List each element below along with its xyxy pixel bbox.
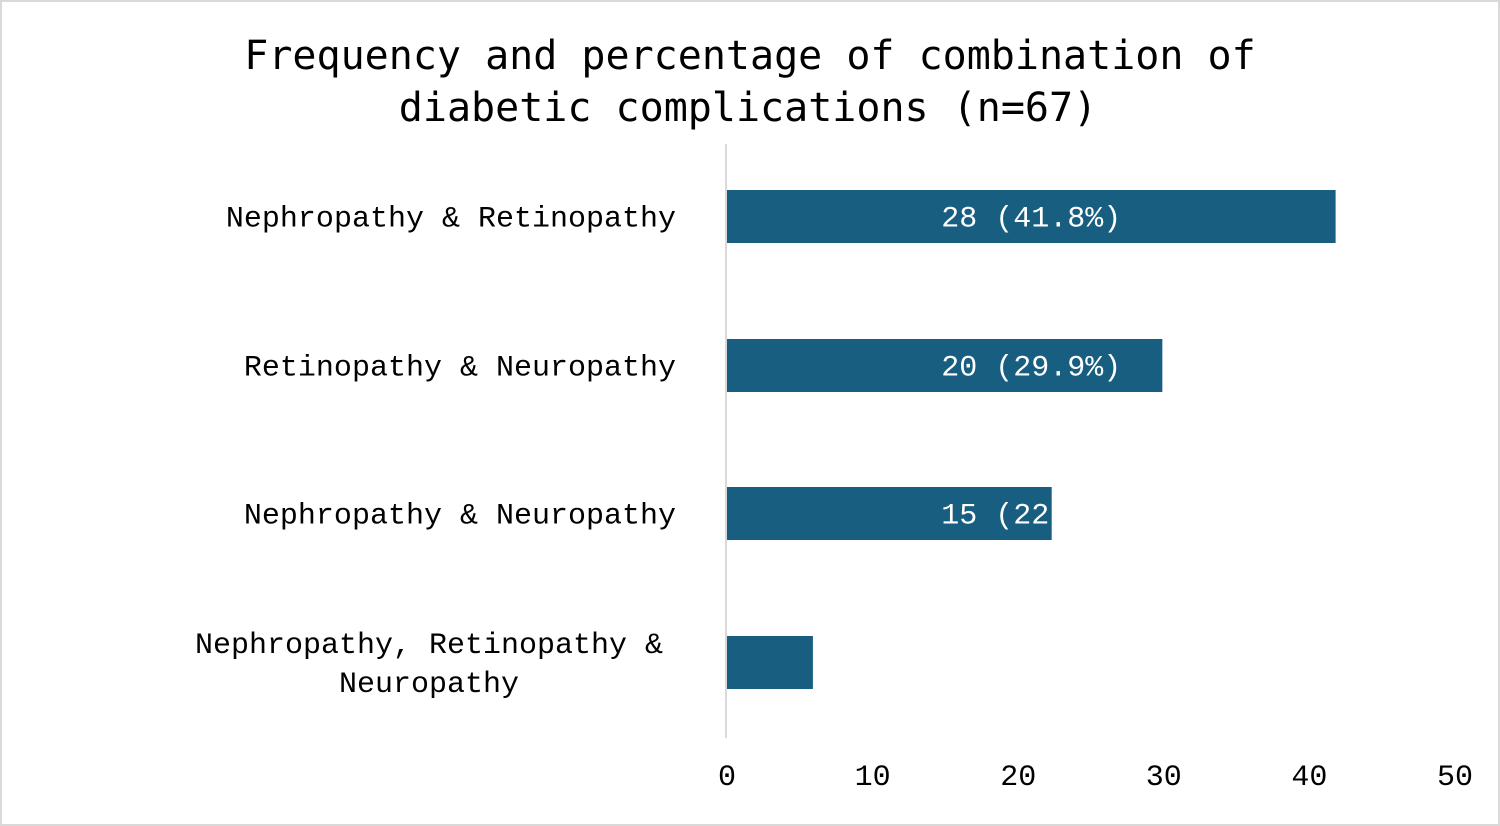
- category-label-2-line-0: Nephropathy & Neuropathy: [244, 500, 676, 534]
- bar-1: [727, 339, 1163, 392]
- bars-group: 28 (41.8%) 20 (29.9%) 15 (22.3%) 4(5.9%): [727, 190, 1336, 689]
- bar-2: [727, 487, 1052, 540]
- x-tick-label-2: 20: [1000, 761, 1036, 795]
- x-tick-labels-group: 0 10 20 30 40 50: [718, 761, 1473, 795]
- x-tick-label-1: 10: [855, 761, 891, 795]
- data-label-2: 15 (22.3%): [941, 500, 1121, 534]
- category-label-3-line-1: Neuropathy: [339, 668, 519, 702]
- bar-3: [727, 636, 813, 689]
- data-label-0: 28 (41.8%): [941, 203, 1121, 237]
- x-tick-label-4: 40: [1291, 761, 1327, 795]
- x-tick-label-0: 0: [718, 761, 736, 795]
- data-label-1: 20 (29.9%): [941, 352, 1121, 386]
- category-labels-group: Nephropathy & Retinopathy Retinopathy & N…: [195, 203, 676, 703]
- category-label-0-line-0: Nephropathy & Retinopathy: [226, 203, 676, 237]
- category-label-1-line-0: Retinopathy & Neuropathy: [244, 352, 676, 386]
- x-tick-label-5: 50: [1437, 761, 1473, 795]
- category-label-3-line-0: Nephropathy, Retinopathy &: [195, 629, 663, 663]
- bar-0: [727, 190, 1336, 243]
- chart-title-line-1: Frequency and percentage of combination …: [244, 33, 1255, 79]
- x-tick-label-3: 30: [1146, 761, 1182, 795]
- data-label-3: 4(5.9%): [968, 649, 1094, 683]
- chart-title-line-2: diabetic complications (n=67): [399, 85, 1097, 131]
